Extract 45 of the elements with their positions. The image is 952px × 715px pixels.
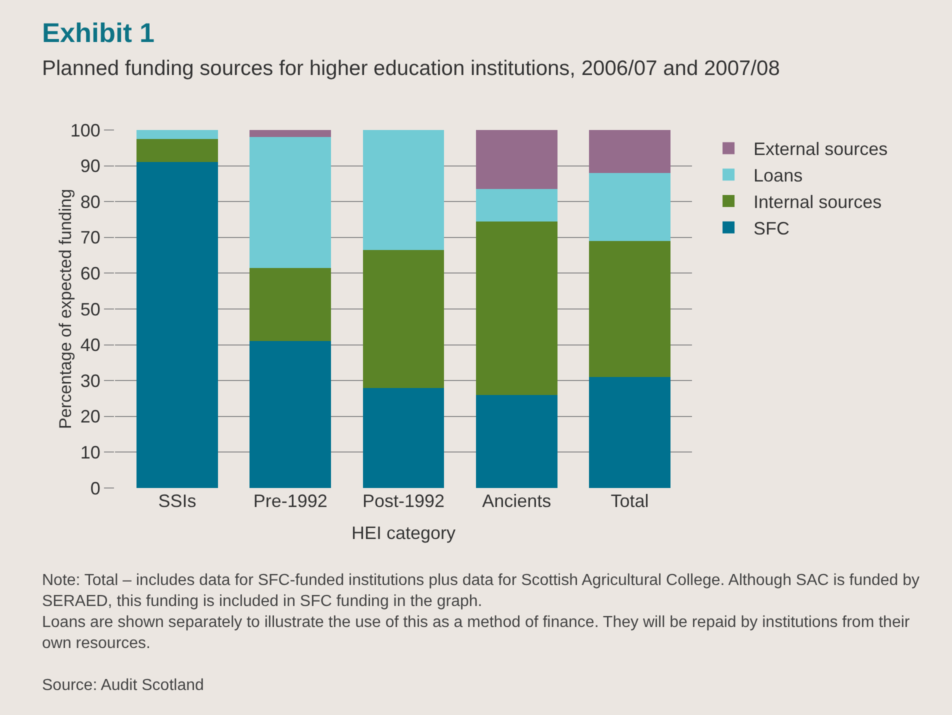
source-note: Source: Audit Scotland	[42, 676, 205, 696]
y-tick-label: 100	[70, 120, 100, 140]
bar	[136, 162, 218, 488]
y-axis-title: Percentage of expected funding	[56, 188, 75, 430]
y-tick-label: 60	[80, 264, 100, 284]
bar	[136, 138, 218, 162]
y-tick-label: 70	[80, 228, 100, 248]
y-tick-label: 50	[80, 299, 100, 320]
bar	[476, 221, 558, 395]
x-tick-label: Ancients	[482, 491, 552, 511]
bar	[250, 341, 332, 488]
y-tick-label: 30	[80, 370, 100, 391]
x-axis-title: HEI category	[351, 523, 456, 544]
bar	[250, 268, 332, 342]
x-tick-label: SSIs	[158, 491, 196, 511]
x-tick-label: Pre-1992	[253, 491, 328, 511]
legend-label: Internal sources	[754, 192, 882, 212]
y-tick-label: 20	[80, 406, 100, 427]
bar	[362, 130, 444, 250]
x-tick-label: Post-1992	[362, 491, 445, 511]
bar	[589, 240, 670, 378]
bar	[362, 388, 444, 488]
bar	[589, 172, 670, 241]
legend-label: External sources	[754, 139, 888, 160]
text: Loans are shown separately to illustrate the use of this as a method of finance. They will be repaid by institutions from their own resources.	[42, 613, 911, 654]
chart-title: Exhibit 1	[42, 18, 155, 49]
y-tick-label: 40	[80, 335, 100, 356]
legend-label: Loans	[754, 166, 803, 186]
bar	[476, 189, 558, 222]
y-tick-label: 0	[90, 478, 100, 498]
legend-label: SFC	[754, 218, 790, 238]
bar	[589, 130, 670, 173]
bar	[476, 394, 558, 488]
text: Note: Total – includes data for SFC-funded institutions plus data for Scottish Agricultural College. Although SAC is funded by SERAED, this funding is included in SFC funding in the graph.	[42, 571, 921, 612]
y-tick-label: 10	[80, 442, 100, 462]
y-tick-label: 80	[80, 192, 100, 212]
x-tick-label: Total	[610, 491, 649, 511]
chart-subtitle: Planned funding sources for higher education institutions, 2006/07 and 2007/08	[42, 56, 781, 82]
y-tick-label: 90	[80, 156, 100, 176]
bar	[362, 250, 444, 388]
bar	[250, 137, 332, 268]
bar	[589, 377, 670, 488]
bar	[250, 130, 332, 138]
bar	[476, 130, 558, 190]
bar	[136, 130, 218, 139]
